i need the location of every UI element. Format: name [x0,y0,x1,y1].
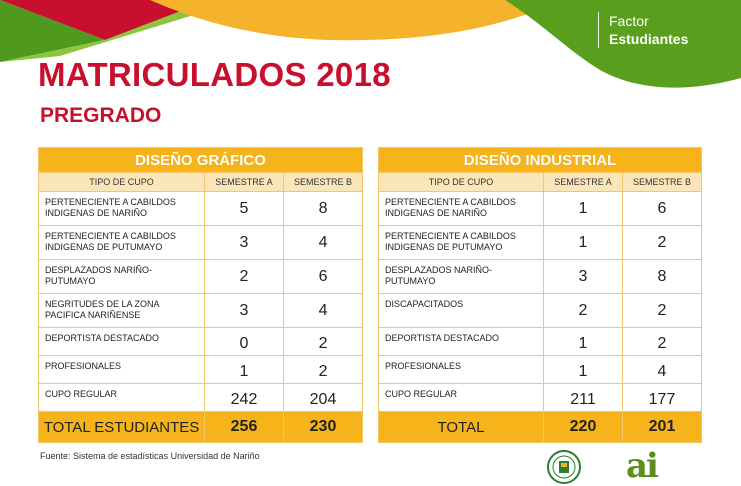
row-label: PERTENECIENTE A CABILDOS INDIGENAS DE PU… [38,225,205,260]
source-note: Fuente: Sistema de estadísticas Universi… [40,451,260,461]
value-semestre-b: 2 [622,225,702,260]
table-row: PERTENECIENTE A CABILDOS INDIGENAS DE PU… [38,225,364,260]
value-semestre-a: 3 [543,259,623,294]
value-semestre-b: 8 [622,259,702,294]
value-semestre-b: 2 [282,327,364,356]
row-label: CUPO REGULAR [38,383,205,412]
value-semestre-a: 1 [543,355,623,384]
row-label: DEPORTISTA DESTACADO [378,327,544,356]
col-header-semestre-a: SEMESTRE A [543,172,623,192]
value-semestre-b: 4 [622,355,702,384]
value-semestre-b: 204 [282,383,364,412]
university-seal-icon [547,450,581,484]
value-semestre-b: 4 [282,293,364,328]
value-semestre-b: 2 [622,293,702,328]
value-semestre-b: 177 [622,383,702,412]
total-row: TOTAL ESTUDIANTES 256 230 [38,411,364,443]
col-header-tipo: TIPO DE CUPO [38,172,205,192]
table-row: DEPORTISTA DESTACADO 1 2 [378,327,702,356]
green-wave-shape [505,0,741,88]
green-left-shape [0,0,105,62]
value-semestre-a: 1 [543,191,623,226]
value-semestre-a: 3 [204,225,284,260]
program-header: DISEÑO INDUSTRIAL [378,147,702,173]
value-semestre-a: 2 [543,293,623,328]
table-row: PERTENECIENTE A CABILDOS INDIGENAS DE NA… [378,191,702,226]
table-diseno-industrial: DISEÑO INDUSTRIAL TIPO DE CUPO SEMESTRE … [378,147,702,443]
total-semestre-b: 201 [622,411,702,443]
total-label: TOTAL ESTUDIANTES [38,411,205,443]
ai-logo: ai [626,446,659,486]
row-label: CUPO REGULAR [378,383,544,412]
factor-label: Factor [609,13,649,29]
value-semestre-b: 2 [282,355,364,384]
value-semestre-b: 8 [282,191,364,226]
col-header-tipo: TIPO DE CUPO [378,172,544,192]
row-label: PROFESIONALES [378,355,544,384]
col-header-semestre-b: SEMESTRE B [622,172,702,192]
page-title: MATRICULADOS 2018 [38,56,391,93]
value-semestre-a: 5 [204,191,284,226]
program-header: DISEÑO GRÁFICO [37,147,364,173]
table-row: CUPO REGULAR 242 204 [38,383,364,412]
col-header-semestre-a: SEMESTRE A [204,172,284,192]
value-semestre-a: 1 [204,355,284,384]
red-triangle-shape [0,0,210,40]
row-label: PERTENECIENTE A CABILDOS INDIGENAS DE PU… [378,225,544,260]
row-label: DEPORTISTA DESTACADO [38,327,205,356]
value-semestre-a: 211 [543,383,623,412]
table-row: DESPLAZADOS NARIÑO-PUTUMAYO 2 6 [38,259,364,294]
table-row: DISCAPACITADOS 2 2 [378,293,702,328]
table-row: NEGRITUDES DE LA ZONA PACIFICA NARIÑENSE… [38,293,364,328]
orange-band-shape [150,0,560,41]
value-semestre-b: 6 [622,191,702,226]
table-row: PERTENECIENTE A CABILDOS INDIGENAS DE PU… [378,225,702,260]
table-diseno-grafico: DISEÑO GRÁFICO TIPO DE CUPO SEMESTRE A S… [37,147,364,443]
factor-estudiantes-logo: Factor Estudiantes [598,12,688,48]
row-label: PERTENECIENTE A CABILDOS INDIGENAS DE NA… [38,191,205,226]
table-row: PERTENECIENTE A CABILDOS INDIGENAS DE NA… [38,191,364,226]
row-label: PERTENECIENTE A CABILDOS INDIGENAS DE NA… [378,191,544,226]
value-semestre-a: 242 [204,383,284,412]
table-row: CUPO REGULAR 211 177 [378,383,702,412]
row-label: NEGRITUDES DE LA ZONA PACIFICA NARIÑENSE [38,293,205,328]
table-row: PROFESIONALES 1 2 [38,355,364,384]
estudiantes-label: Estudiantes [609,31,689,47]
value-semestre-a: 0 [204,327,284,356]
total-semestre-b: 230 [282,411,364,443]
value-semestre-b: 2 [622,327,702,356]
value-semestre-a: 2 [204,259,284,294]
header-decoration [0,0,741,88]
total-semestre-a: 220 [543,411,623,443]
page-subtitle: PREGRADO [40,104,162,127]
row-label: DESPLAZADOS NARIÑO-PUTUMAYO [378,259,544,294]
total-label: TOTAL [378,411,544,443]
row-label: DISCAPACITADOS [378,293,544,328]
row-label: DESPLAZADOS NARIÑO-PUTUMAYO [38,259,205,294]
value-semestre-b: 4 [282,225,364,260]
col-header-semestre-b: SEMESTRE B [282,172,364,192]
value-semestre-b: 6 [282,259,364,294]
row-label: PROFESIONALES [38,355,205,384]
value-semestre-a: 1 [543,225,623,260]
value-semestre-a: 3 [204,293,284,328]
value-semestre-a: 1 [543,327,623,356]
total-semestre-a: 256 [204,411,284,443]
total-row: TOTAL 220 201 [378,411,702,443]
table-row: DEPORTISTA DESTACADO 0 2 [38,327,364,356]
table-row: PROFESIONALES 1 4 [378,355,702,384]
table-row: DESPLAZADOS NARIÑO-PUTUMAYO 3 8 [378,259,702,294]
